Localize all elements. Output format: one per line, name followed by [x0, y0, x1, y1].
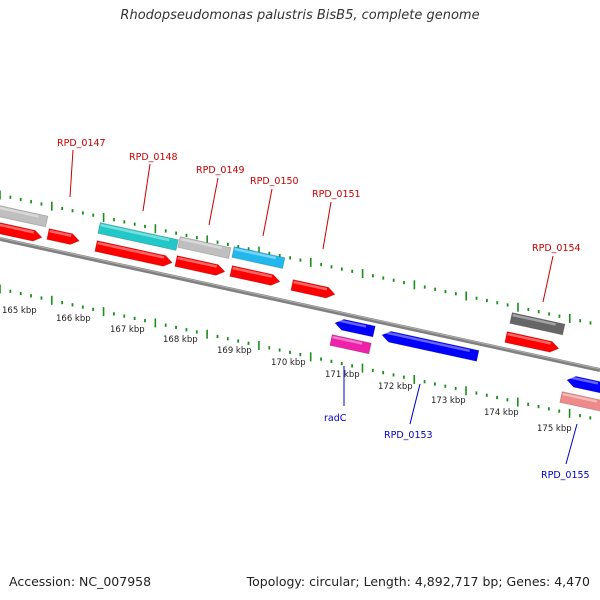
forward-cds-arrow: [0, 221, 43, 242]
forward-cds-arrow-shape: [46, 228, 80, 245]
scale-label: 165 kbp: [2, 306, 37, 316]
forward-cds-arrow: [46, 228, 80, 245]
forward-cds-arrow: [174, 255, 226, 276]
forward-cds-arrow-shine: [49, 229, 72, 237]
feature-track: [0, 204, 600, 413]
gene-label: RPD_0148: [129, 152, 178, 163]
forward-cds-arrow-shine: [0, 222, 35, 234]
leader-line: [262, 188, 273, 237]
scale-label: 168 kbp: [163, 335, 198, 345]
gray-feature-mid-shape: [177, 236, 232, 259]
gene-label: RPD_0151: [312, 189, 361, 200]
map-title: Rhodopseudomonas palustris BisB5, comple…: [120, 8, 480, 23]
genome-backbone: [0, 237, 600, 372]
reverse-cds-arrow-shine: [336, 318, 367, 328]
forward-cds-arrow-shape: [504, 331, 560, 353]
magenta-feature: [329, 334, 372, 355]
pink-feature-shape: [559, 391, 600, 413]
leader-line: [322, 201, 332, 250]
backbone-highlight: [0, 237, 600, 370]
scale-label: 166 kbp: [56, 314, 91, 324]
scale-labels: 165 kbp 166 kbp 167 kbp 168 kbp 169 kbp 170 k…: [2, 306, 572, 434]
forward-cds-arrow-shine: [507, 332, 551, 345]
scale-label: 171 kbp: [325, 370, 360, 380]
forward-cds-arrow-shape: [0, 221, 43, 242]
leader-line: [69, 149, 74, 198]
gray-feature-left-shine: [0, 205, 39, 218]
forward-cds-arrow-shine: [293, 280, 328, 291]
teal-feature-shine: [100, 223, 170, 242]
scale-label: 175 kbp: [537, 424, 572, 434]
magenta-feature-shine: [332, 335, 363, 345]
leader-line: [542, 255, 554, 303]
forward-cds-arrow-shape: [229, 265, 281, 286]
forward-cds-arrow: [229, 265, 281, 286]
scale-label: 172 kbp: [378, 382, 413, 392]
forward-cds-arrow-shape: [174, 255, 226, 276]
backbone-line: [0, 237, 600, 372]
accession-text: Accession: NC_007958: [9, 574, 152, 589]
gray-feature-mid-shine: [180, 237, 222, 250]
genome-summary-text: Topology: circular; Length: 4,892,717 bp…: [246, 574, 590, 589]
leader-line: [409, 383, 421, 425]
gray-feature-left: [0, 204, 49, 228]
lower-tick-track: [0, 284, 592, 420]
forward-cds-arrow: [94, 240, 173, 267]
label-leader-lines: [69, 149, 578, 465]
leader-line: [142, 163, 151, 212]
dark-gray-feature: [509, 312, 566, 336]
sky-feature: [231, 246, 286, 269]
teal-feature-shape: [97, 222, 179, 251]
reverse-cds-arrow-shape: [381, 330, 480, 362]
forward-cds-arrow-shape: [290, 279, 336, 299]
forward-cds-arrow-shine: [177, 256, 218, 268]
gene-label: RPD_0155: [541, 470, 590, 481]
gene-label: RPD_0149: [196, 165, 245, 176]
dark-gray-feature-shine: [512, 313, 556, 326]
scale-label: 174 kbp: [484, 408, 519, 418]
gene-label: RPD_0150: [250, 176, 299, 187]
sky-feature-shape: [231, 246, 286, 269]
pink-feature-shine: [562, 392, 598, 403]
forward-cds-arrow-shape: [94, 240, 173, 267]
reverse-cds-arrow-shine: [568, 375, 599, 385]
reverse-cds-arrow-shape: [334, 318, 376, 338]
forward-cds-arrow: [290, 279, 336, 299]
gene-label: RPD_0147: [57, 138, 106, 149]
reverse-cds-arrow: [334, 318, 376, 338]
leader-line: [208, 177, 219, 226]
forward-cds-arrow-shine: [97, 241, 165, 259]
pink-feature: [559, 391, 600, 413]
upper-tick-track: [0, 190, 592, 325]
dark-gray-feature-shape: [509, 312, 566, 336]
scale-label: 167 kbp: [110, 325, 145, 335]
reverse-cds-arrow: [381, 330, 480, 362]
sky-feature-shine: [234, 247, 276, 260]
forward-cds-arrow: [504, 331, 560, 353]
gray-feature-mid: [177, 236, 232, 259]
magenta-feature-shape: [329, 334, 372, 355]
gene-label: radC: [324, 413, 347, 424]
gene-label: RPD_0153: [384, 430, 433, 441]
reverse-cds-arrow-shine: [383, 330, 470, 353]
reverse-cds-arrow-shape: [566, 375, 600, 395]
gene-labels: RPD_0147 RPD_0148 RPD_0149 RPD_0150 RPD_0151…: [57, 138, 590, 481]
teal-feature: [97, 222, 179, 251]
forward-cds-arrow-shine: [232, 266, 273, 278]
scale-label: 173 kbp: [431, 396, 466, 406]
scale-label: 169 kbp: [217, 346, 252, 356]
gene-label: RPD_0154: [532, 243, 581, 254]
reverse-cds-arrow: [566, 375, 600, 395]
leader-line: [565, 423, 578, 465]
scale-label: 170 kbp: [271, 358, 306, 368]
gray-feature-left-shape: [0, 204, 49, 228]
